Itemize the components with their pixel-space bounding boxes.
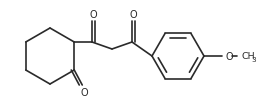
Text: O: O xyxy=(89,10,97,20)
Text: O: O xyxy=(80,87,88,97)
Text: O: O xyxy=(129,10,137,20)
Text: CH: CH xyxy=(242,52,256,61)
Text: 3: 3 xyxy=(251,56,256,62)
Text: O: O xyxy=(226,52,234,61)
